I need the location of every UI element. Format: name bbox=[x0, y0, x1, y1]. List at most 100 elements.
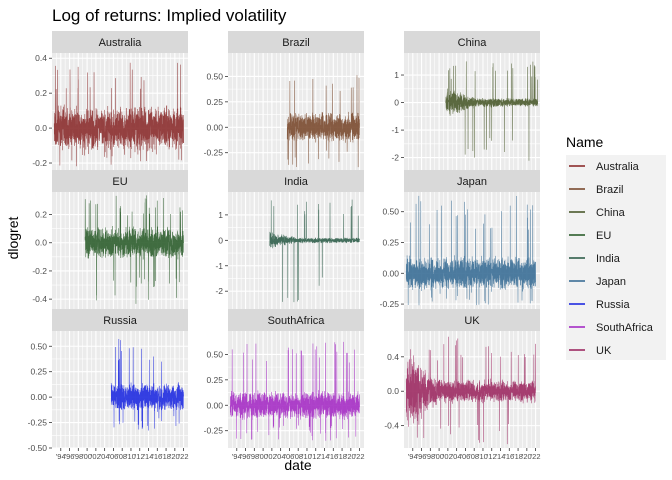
y-tick-label: -0.2 bbox=[32, 266, 47, 276]
x-tick-label: '10 bbox=[478, 452, 488, 461]
series-line-australia bbox=[53, 62, 184, 167]
y-tick-label: 0.00 bbox=[30, 392, 47, 402]
x-tick-label: '96 bbox=[65, 452, 75, 461]
series-line-japan bbox=[405, 195, 536, 306]
y-tick-label: -0.25 bbox=[28, 418, 48, 428]
y-tick-label: 0.0 bbox=[387, 386, 399, 396]
x-tick-label: '08 bbox=[293, 452, 303, 461]
x-tick-label: '22 bbox=[355, 452, 365, 461]
series-line-brazil bbox=[286, 75, 360, 168]
facet-panel-australia: Australia -0.2 0.0 0.2 0.4 bbox=[32, 31, 188, 173]
panel-background bbox=[228, 53, 364, 170]
legend-item-australia: Australia bbox=[567, 156, 640, 176]
x-tick-label: '12 bbox=[135, 452, 145, 461]
x-tick-label: '94 bbox=[56, 452, 66, 461]
facet-panel-india: India -2 -1 0 1 bbox=[215, 170, 364, 312]
y-tick-label: 0.25 bbox=[206, 375, 223, 385]
legend-item-brazil: Brazil bbox=[567, 179, 624, 199]
facet-strip-label: EU bbox=[112, 176, 127, 188]
facet-panel-eu: EU -0.4 -0.2 0.0 0.2 bbox=[32, 170, 188, 312]
facet-panel-japan: Japan -0.25 0.00 0.25 0.50 bbox=[380, 170, 540, 312]
y-tick-label: 0.2 bbox=[35, 210, 47, 220]
x-tick-label: '10 bbox=[126, 452, 136, 461]
x-tick-label: '02 bbox=[267, 452, 277, 461]
x-tick-label: '02 bbox=[443, 452, 453, 461]
facet-strip bbox=[228, 170, 364, 192]
x-tick-label: '22 bbox=[179, 452, 189, 461]
y-tick-label: 0.50 bbox=[30, 341, 47, 351]
facet-panel-russia: Russia -0.50 -0.25 0.00 0.25 0.50 '94'96'98'00… bbox=[28, 309, 189, 461]
legend-item-russia: Russia bbox=[567, 294, 631, 314]
facet-strip-label: Brazil bbox=[282, 37, 310, 49]
y-tick-label: -1 bbox=[391, 125, 399, 135]
y-tick-label: -1 bbox=[215, 261, 223, 271]
x-tick-label: '00 bbox=[258, 452, 268, 461]
x-tick-label: '18 bbox=[513, 452, 523, 461]
y-tick-label: 0.50 bbox=[206, 349, 223, 359]
x-tick-label: '96 bbox=[241, 452, 251, 461]
x-tick-label: '96 bbox=[417, 452, 427, 461]
y-tick-label: -0.2 bbox=[32, 158, 47, 168]
y-tick-label: 0.4 bbox=[35, 53, 47, 63]
panel-background bbox=[404, 192, 540, 309]
x-tick-label: '14 bbox=[496, 452, 506, 461]
x-tick-label: '08 bbox=[469, 452, 479, 461]
series-line-russia bbox=[110, 338, 184, 431]
x-tick-label: '98 bbox=[249, 452, 259, 461]
legend-item-china: China bbox=[567, 202, 626, 222]
facet-strip-label: Russia bbox=[103, 315, 138, 327]
x-tick-label: '12 bbox=[487, 452, 497, 461]
y-tick-label: 0.00 bbox=[206, 400, 223, 410]
y-tick-label: -0.25 bbox=[380, 299, 400, 309]
x-tick-label: '16 bbox=[328, 452, 338, 461]
series-line-uk bbox=[405, 336, 536, 445]
legend-label: Russia bbox=[596, 299, 631, 311]
legend-item-southafrica: SouthAfrica bbox=[567, 317, 654, 337]
y-tick-label: 0.4 bbox=[387, 352, 399, 362]
y-tick-label: 0.2 bbox=[35, 88, 47, 98]
x-tick-label: '04 bbox=[100, 452, 110, 461]
x-tick-label: '06 bbox=[109, 452, 119, 461]
legend-item-uk: UK bbox=[567, 340, 612, 360]
facet-strip-label: Australia bbox=[99, 37, 143, 49]
x-tick-label: '98 bbox=[425, 452, 435, 461]
x-tick-label: '94 bbox=[232, 452, 242, 461]
x-tick-label: '00 bbox=[82, 452, 92, 461]
facet-strip-label: SouthAfrica bbox=[268, 315, 326, 327]
panel-background bbox=[404, 53, 540, 170]
legend-label: India bbox=[596, 253, 621, 265]
y-tick-label: -0.50 bbox=[28, 443, 48, 453]
y-tick-label: -2 bbox=[391, 153, 399, 163]
series-line-china bbox=[445, 61, 539, 161]
y-tick-label: 0.25 bbox=[382, 237, 399, 247]
facet-panel-southafrica: SouthAfrica -0.25 0.00 0.25 0.50 '94'96'98'00… bbox=[204, 309, 365, 461]
facet-panel-brazil: Brazil -0.25 0.00 0.25 0.50 bbox=[204, 31, 364, 173]
y-tick-label: 0.00 bbox=[382, 268, 399, 278]
y-tick-label: 0.0 bbox=[35, 238, 47, 248]
legend-label: UK bbox=[596, 345, 612, 357]
y-tick-label: 0.00 bbox=[206, 122, 223, 132]
facet-strip bbox=[228, 31, 364, 53]
x-tick-label: '20 bbox=[522, 452, 532, 461]
panel-background bbox=[228, 192, 364, 309]
x-tick-label: '06 bbox=[285, 452, 295, 461]
chart-title: Log of returns: Implied volatility bbox=[52, 6, 287, 25]
y-tick-label: 0.0 bbox=[35, 123, 47, 133]
legend: Name Australia Brazil China EU India Japan Rus… bbox=[566, 134, 666, 360]
y-tick-label: 1 bbox=[218, 210, 223, 220]
facet-strip bbox=[404, 170, 540, 192]
facet-strip-label: UK bbox=[464, 315, 480, 327]
panel-background bbox=[52, 53, 188, 170]
facet-strip bbox=[404, 309, 540, 331]
facet-strip bbox=[52, 170, 188, 192]
x-tick-label: '18 bbox=[337, 452, 347, 461]
y-tick-label: -2 bbox=[215, 286, 223, 296]
x-tick-label: '04 bbox=[276, 452, 286, 461]
legend-title: Name bbox=[566, 134, 604, 150]
facet-strip bbox=[404, 31, 540, 53]
x-tick-label: '00 bbox=[434, 452, 444, 461]
x-tick-label: '06 bbox=[461, 452, 471, 461]
legend-item-eu: EU bbox=[567, 225, 611, 245]
series-line-eu bbox=[84, 195, 184, 304]
legend-label: Japan bbox=[596, 276, 626, 288]
